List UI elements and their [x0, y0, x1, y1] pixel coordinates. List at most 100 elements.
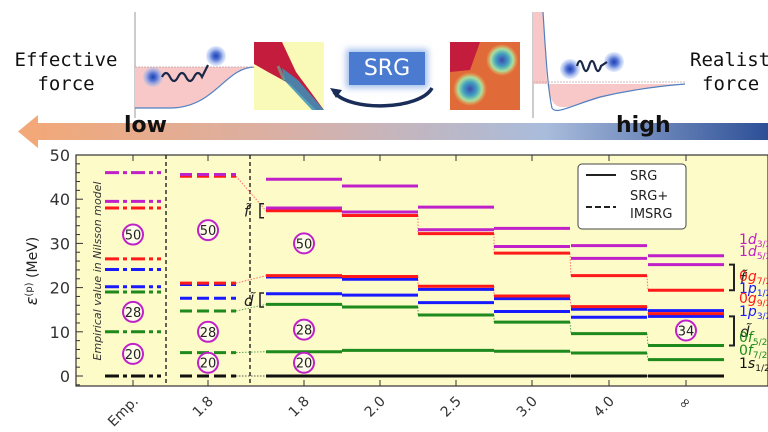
- connector-0f5-2: [646, 333, 649, 346]
- magic-number-50: 50: [293, 232, 315, 255]
- bracket-d: d̃: [244, 291, 264, 310]
- connector-0f5-2: [235, 303, 267, 312]
- orbital-label: 1d3/2: [739, 232, 768, 250]
- header-illustration: [18, 11, 768, 148]
- legend-srg: SRG: [630, 169, 657, 184]
- x-tick-label: 2.0: [362, 394, 389, 421]
- magic-number-20: 20: [122, 342, 144, 365]
- x-tick-label: Emp.: [105, 394, 142, 431]
- effective-force-line2: force: [37, 73, 95, 95]
- y-tick-label: 50: [50, 146, 70, 165]
- magic-number-20: 20: [293, 351, 315, 374]
- realistic-force-label: Realist force: [690, 48, 768, 96]
- x-tick-label: ∞: [675, 394, 695, 414]
- scale-high-label: high: [616, 113, 671, 138]
- connector-0g9-2: [646, 306, 649, 314]
- magic-number-label: 20: [200, 357, 217, 372]
- x-tick-label: 1.8: [190, 394, 217, 421]
- bracket-shape: [259, 292, 264, 308]
- matrix-heatmap-low: [254, 42, 324, 110]
- pseudospin-brackets: f̃ d̃ f̃ d̃: [244, 202, 753, 347]
- magic-number-label: 20: [296, 357, 313, 372]
- magic-circle: [122, 342, 144, 365]
- legend-srg-imsrg-2: IMSRG: [630, 207, 672, 222]
- x-tick-label: 1.8: [286, 394, 313, 421]
- bracket-label: f̃: [740, 269, 748, 288]
- bracket-shape: [729, 315, 735, 347]
- orbital-label: 1p3/2: [739, 304, 768, 322]
- orbital-label: 1d5/2: [739, 244, 768, 262]
- magic-circle: [122, 300, 144, 323]
- connector-0g7-2: [646, 275, 649, 291]
- magic-numbers: 50 28 20 50 28 20 50 28 20 34: [122, 219, 697, 374]
- nucleon-icon: [560, 59, 580, 79]
- realistic-potential-plot: [532, 11, 686, 118]
- magic-circle: [197, 351, 219, 374]
- effective-force-line1: Effective: [14, 49, 118, 71]
- magic-number-label: 20: [125, 348, 142, 363]
- magic-number-label: 28: [125, 306, 142, 321]
- magic-circle: [122, 223, 144, 246]
- orbital-label: 0f5/2: [739, 330, 767, 348]
- magic-number-label: 34: [678, 324, 695, 339]
- connector-0f7-2: [235, 351, 267, 354]
- effective-potential-plot: [134, 12, 256, 118]
- orbital-label: 0g7/2: [739, 269, 768, 287]
- magic-number-28: 28: [293, 318, 315, 341]
- level-scheme-chart: 0 10 20 30 40 50 ε(p) (MeV) Empirical value i…: [22, 146, 768, 431]
- matrix-heatmap-high: [450, 42, 520, 110]
- nucleon-icon: [604, 52, 624, 72]
- magic-circle: [197, 219, 219, 242]
- effective-force-label: Effective force: [2, 48, 130, 96]
- bracket-shape: [729, 263, 735, 292]
- magic-circle: [197, 320, 219, 343]
- bracket-f: f̃: [244, 202, 264, 221]
- bracket-shape: [259, 202, 264, 219]
- y-tick-label: 10: [50, 323, 70, 342]
- bracket-label: d̃: [244, 291, 257, 310]
- magic-number-28: 28: [122, 300, 144, 323]
- connector-0f7-2: [569, 351, 572, 354]
- x-tick-label: 4.0: [591, 394, 618, 421]
- x-tick-label: 2.5: [438, 394, 465, 421]
- magic-number-label: 28: [296, 324, 313, 339]
- bracket-f: f̃: [729, 263, 748, 292]
- magic-circle: [293, 318, 315, 341]
- magic-number-label: 50: [200, 224, 217, 239]
- y-axis: 0 10 20 30 40 50: [50, 146, 83, 386]
- magic-number-50: 50: [197, 219, 219, 242]
- connector-0g7-2: [569, 253, 572, 276]
- bracket-label: f̃: [244, 202, 252, 221]
- magic-number-label: 50: [125, 229, 142, 244]
- y-tick-label: 20: [50, 279, 70, 298]
- bracket-label: d̃: [740, 322, 753, 341]
- srg-flow-arrow: [332, 86, 434, 108]
- connector-0g9-2: [235, 275, 267, 284]
- nucleon-icon: [206, 46, 226, 66]
- magic-number-20: 20: [197, 351, 219, 374]
- magic-circle: [293, 232, 315, 255]
- nucleon-icon: [143, 67, 163, 87]
- bracket-d: d̃: [729, 315, 753, 347]
- scale-low-label: low: [124, 113, 167, 138]
- magic-number-34: 34: [675, 319, 697, 342]
- realistic-force-line2: force: [702, 73, 760, 95]
- magic-number-label: 28: [200, 326, 217, 341]
- magic-number-50: 50: [122, 223, 144, 246]
- x-tick-label: 3.0: [514, 394, 541, 421]
- legend: SRG SRG+ IMSRG: [577, 163, 687, 230]
- realistic-force-line1: Realist: [690, 49, 768, 71]
- y-axis-label: ε(p) (MeV): [22, 237, 41, 305]
- magic-number-label: 50: [296, 237, 313, 252]
- orbital-label: 1s1/2: [739, 356, 768, 374]
- legend-srg-imsrg-1: SRG+: [630, 189, 668, 204]
- srg-badge: SRG: [349, 52, 425, 85]
- orbital-labels: 1d3/21d5/2 0g7/21p1/20g9/21p3/2 0f5/20f7/2…: [739, 232, 768, 374]
- scale-arrow: [18, 115, 768, 148]
- magic-circle: [293, 351, 315, 374]
- orbital-label: 1p1/2: [739, 281, 768, 299]
- magic-circle: [675, 319, 697, 342]
- connector-0f7-2: [646, 352, 649, 360]
- orbital-label: 0f7/2: [739, 343, 767, 361]
- empirical-annotation: Empirical value in Nilsson model: [91, 182, 104, 361]
